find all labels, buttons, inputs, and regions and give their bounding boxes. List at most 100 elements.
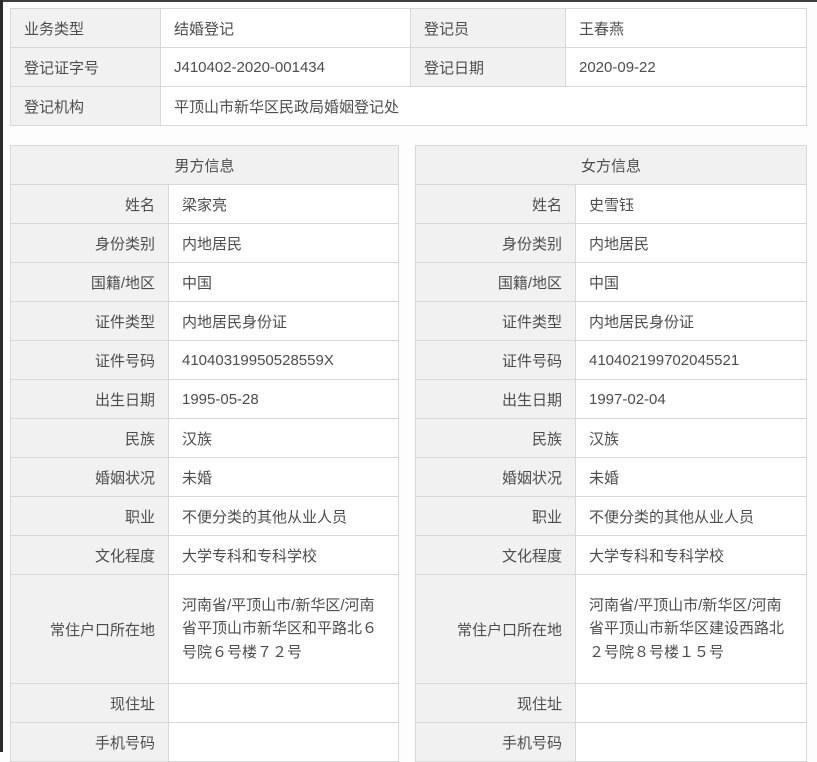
reg-date-label: 登记日期 — [410, 47, 566, 87]
table-row: 女方信息 — [414, 145, 808, 185]
field-label: 常住户口所在地 — [415, 574, 576, 684]
table-row: 常住户口所在地 河南省/平顶山市/新华区/河南省平顶山市新华区建设西路北２号院８… — [415, 574, 808, 684]
field-value: 中国 — [167, 262, 400, 302]
table-row: 出生日期 1995-05-28 — [10, 379, 400, 419]
field-value — [167, 683, 400, 723]
field-label: 国籍/地区 — [415, 262, 576, 302]
field-label: 出生日期 — [415, 379, 576, 419]
field-label: 民族 — [10, 418, 169, 458]
table-row: 职业 不便分类的其他从业人员 — [10, 496, 400, 536]
field-value: 不便分类的其他从业人员 — [574, 496, 808, 536]
table-row: 出生日期 1997-02-04 — [415, 379, 808, 419]
table-row: 登记机构 平顶山市新华区民政局婚姻登记处 — [10, 86, 807, 126]
table-row: 现住址 — [10, 683, 400, 723]
table-row: 姓名 史雪钰 — [415, 184, 808, 224]
field-label: 证件类型 — [415, 301, 576, 341]
field-label: 手机号码 — [10, 722, 169, 762]
table-row: 登记证字号 J410402-2020-001434 登记日期 2020-09-2… — [10, 47, 807, 87]
business-type-label: 业务类型 — [10, 8, 161, 48]
registrar-label: 登记员 — [410, 8, 566, 48]
field-label: 手机号码 — [415, 722, 576, 762]
table-row: 身份类别 内地居民 — [10, 223, 400, 263]
field-value: 大学专科和专科学校 — [574, 535, 808, 575]
table-row: 民族 汉族 — [415, 418, 808, 458]
agency-label: 登记机构 — [10, 86, 161, 126]
field-label: 现住址 — [415, 683, 576, 723]
table-row: 男方信息 — [9, 145, 400, 185]
female-info-table: 女方信息 姓名 史雪钰 身份类别 内地居民 国籍/地区 中国 证件类型 内地居民… — [414, 145, 808, 762]
field-value: 内地居民身份证 — [574, 301, 808, 341]
field-value: 汉族 — [167, 418, 400, 458]
table-row: 国籍/地区 中国 — [10, 262, 400, 302]
field-value: 1997-02-04 — [574, 379, 808, 419]
table-row: 职业 不便分类的其他从业人员 — [415, 496, 808, 536]
table-row: 常住户口所在地 河南省/平顶山市/新华区/河南省平顶山市新华区和平路北６号院６号… — [10, 574, 400, 684]
field-value: 中国 — [574, 262, 808, 302]
field-label: 姓名 — [10, 184, 169, 224]
agency-value: 平顶山市新华区民政局婚姻登记处 — [160, 86, 807, 126]
cert-no-value: J410402-2020-001434 — [160, 47, 411, 87]
field-label: 姓名 — [415, 184, 576, 224]
field-label: 出生日期 — [10, 379, 169, 419]
field-value: 汉族 — [574, 418, 808, 458]
screenshot-left-edge — [0, 0, 3, 752]
field-label: 证件号码 — [10, 340, 169, 380]
table-row: 姓名 梁家亮 — [10, 184, 400, 224]
field-value — [167, 722, 400, 762]
reg-date-value: 2020-09-22 — [565, 47, 807, 87]
table-row: 证件号码 410402199702045521 — [415, 340, 808, 380]
field-label: 职业 — [10, 496, 169, 536]
field-value: 河南省/平顶山市/新华区/河南省平顶山市新华区建设西路北２号院８号楼１５号 — [574, 574, 808, 684]
field-value: 史雪钰 — [574, 184, 808, 224]
table-row: 证件号码 41040319950528559X — [10, 340, 400, 380]
field-value: 未婚 — [167, 457, 400, 497]
table-row: 业务类型 结婚登记 登记员 王春燕 — [10, 8, 807, 48]
field-label: 文化程度 — [10, 535, 169, 575]
field-label: 婚姻状况 — [415, 457, 576, 497]
field-label: 文化程度 — [415, 535, 576, 575]
male-info-title: 男方信息 — [9, 145, 400, 185]
field-value: 未婚 — [574, 457, 808, 497]
field-value — [574, 683, 808, 723]
field-value: 不便分类的其他从业人员 — [167, 496, 400, 536]
table-row: 手机号码 — [415, 722, 808, 762]
field-label: 证件号码 — [415, 340, 576, 380]
table-row: 文化程度 大学专科和专科学校 — [10, 535, 400, 575]
field-value: 1995-05-28 — [167, 379, 400, 419]
field-label: 常住户口所在地 — [10, 574, 169, 684]
field-label: 国籍/地区 — [10, 262, 169, 302]
field-value: 41040319950528559X — [167, 340, 400, 380]
field-value: 梁家亮 — [167, 184, 400, 224]
registration-summary-table: 业务类型 结婚登记 登记员 王春燕 登记证字号 J410402-2020-001… — [10, 8, 807, 126]
field-value: 410402199702045521 — [574, 340, 808, 380]
registrar-value: 王春燕 — [565, 8, 807, 48]
field-label: 证件类型 — [10, 301, 169, 341]
female-info-title: 女方信息 — [414, 145, 808, 185]
field-value: 内地居民 — [574, 223, 808, 263]
field-value: 内地居民身份证 — [167, 301, 400, 341]
table-row: 文化程度 大学专科和专科学校 — [415, 535, 808, 575]
table-row: 身份类别 内地居民 — [415, 223, 808, 263]
table-row: 手机号码 — [10, 722, 400, 762]
male-info-table: 男方信息 姓名 梁家亮 身份类别 内地居民 国籍/地区 中国 证件类型 内地居民… — [9, 145, 400, 762]
field-value: 大学专科和专科学校 — [167, 535, 400, 575]
field-label: 身份类别 — [10, 223, 169, 263]
table-row: 婚姻状况 未婚 — [10, 457, 400, 497]
field-label: 民族 — [415, 418, 576, 458]
field-label: 现住址 — [10, 683, 169, 723]
table-row: 证件类型 内地居民身份证 — [10, 301, 400, 341]
table-row: 婚姻状况 未婚 — [415, 457, 808, 497]
field-label: 身份类别 — [415, 223, 576, 263]
table-row: 证件类型 内地居民身份证 — [415, 301, 808, 341]
field-value — [574, 722, 808, 762]
field-value: 内地居民 — [167, 223, 400, 263]
business-type-value: 结婚登记 — [160, 8, 411, 48]
field-value: 河南省/平顶山市/新华区/河南省平顶山市新华区和平路北６号院６号楼７２号 — [167, 574, 400, 684]
screenshot-top-edge — [0, 0, 817, 2]
cert-no-label: 登记证字号 — [10, 47, 161, 87]
table-row: 民族 汉族 — [10, 418, 400, 458]
field-label: 婚姻状况 — [10, 457, 169, 497]
field-label: 职业 — [415, 496, 576, 536]
table-row: 国籍/地区 中国 — [415, 262, 808, 302]
table-row: 现住址 — [415, 683, 808, 723]
